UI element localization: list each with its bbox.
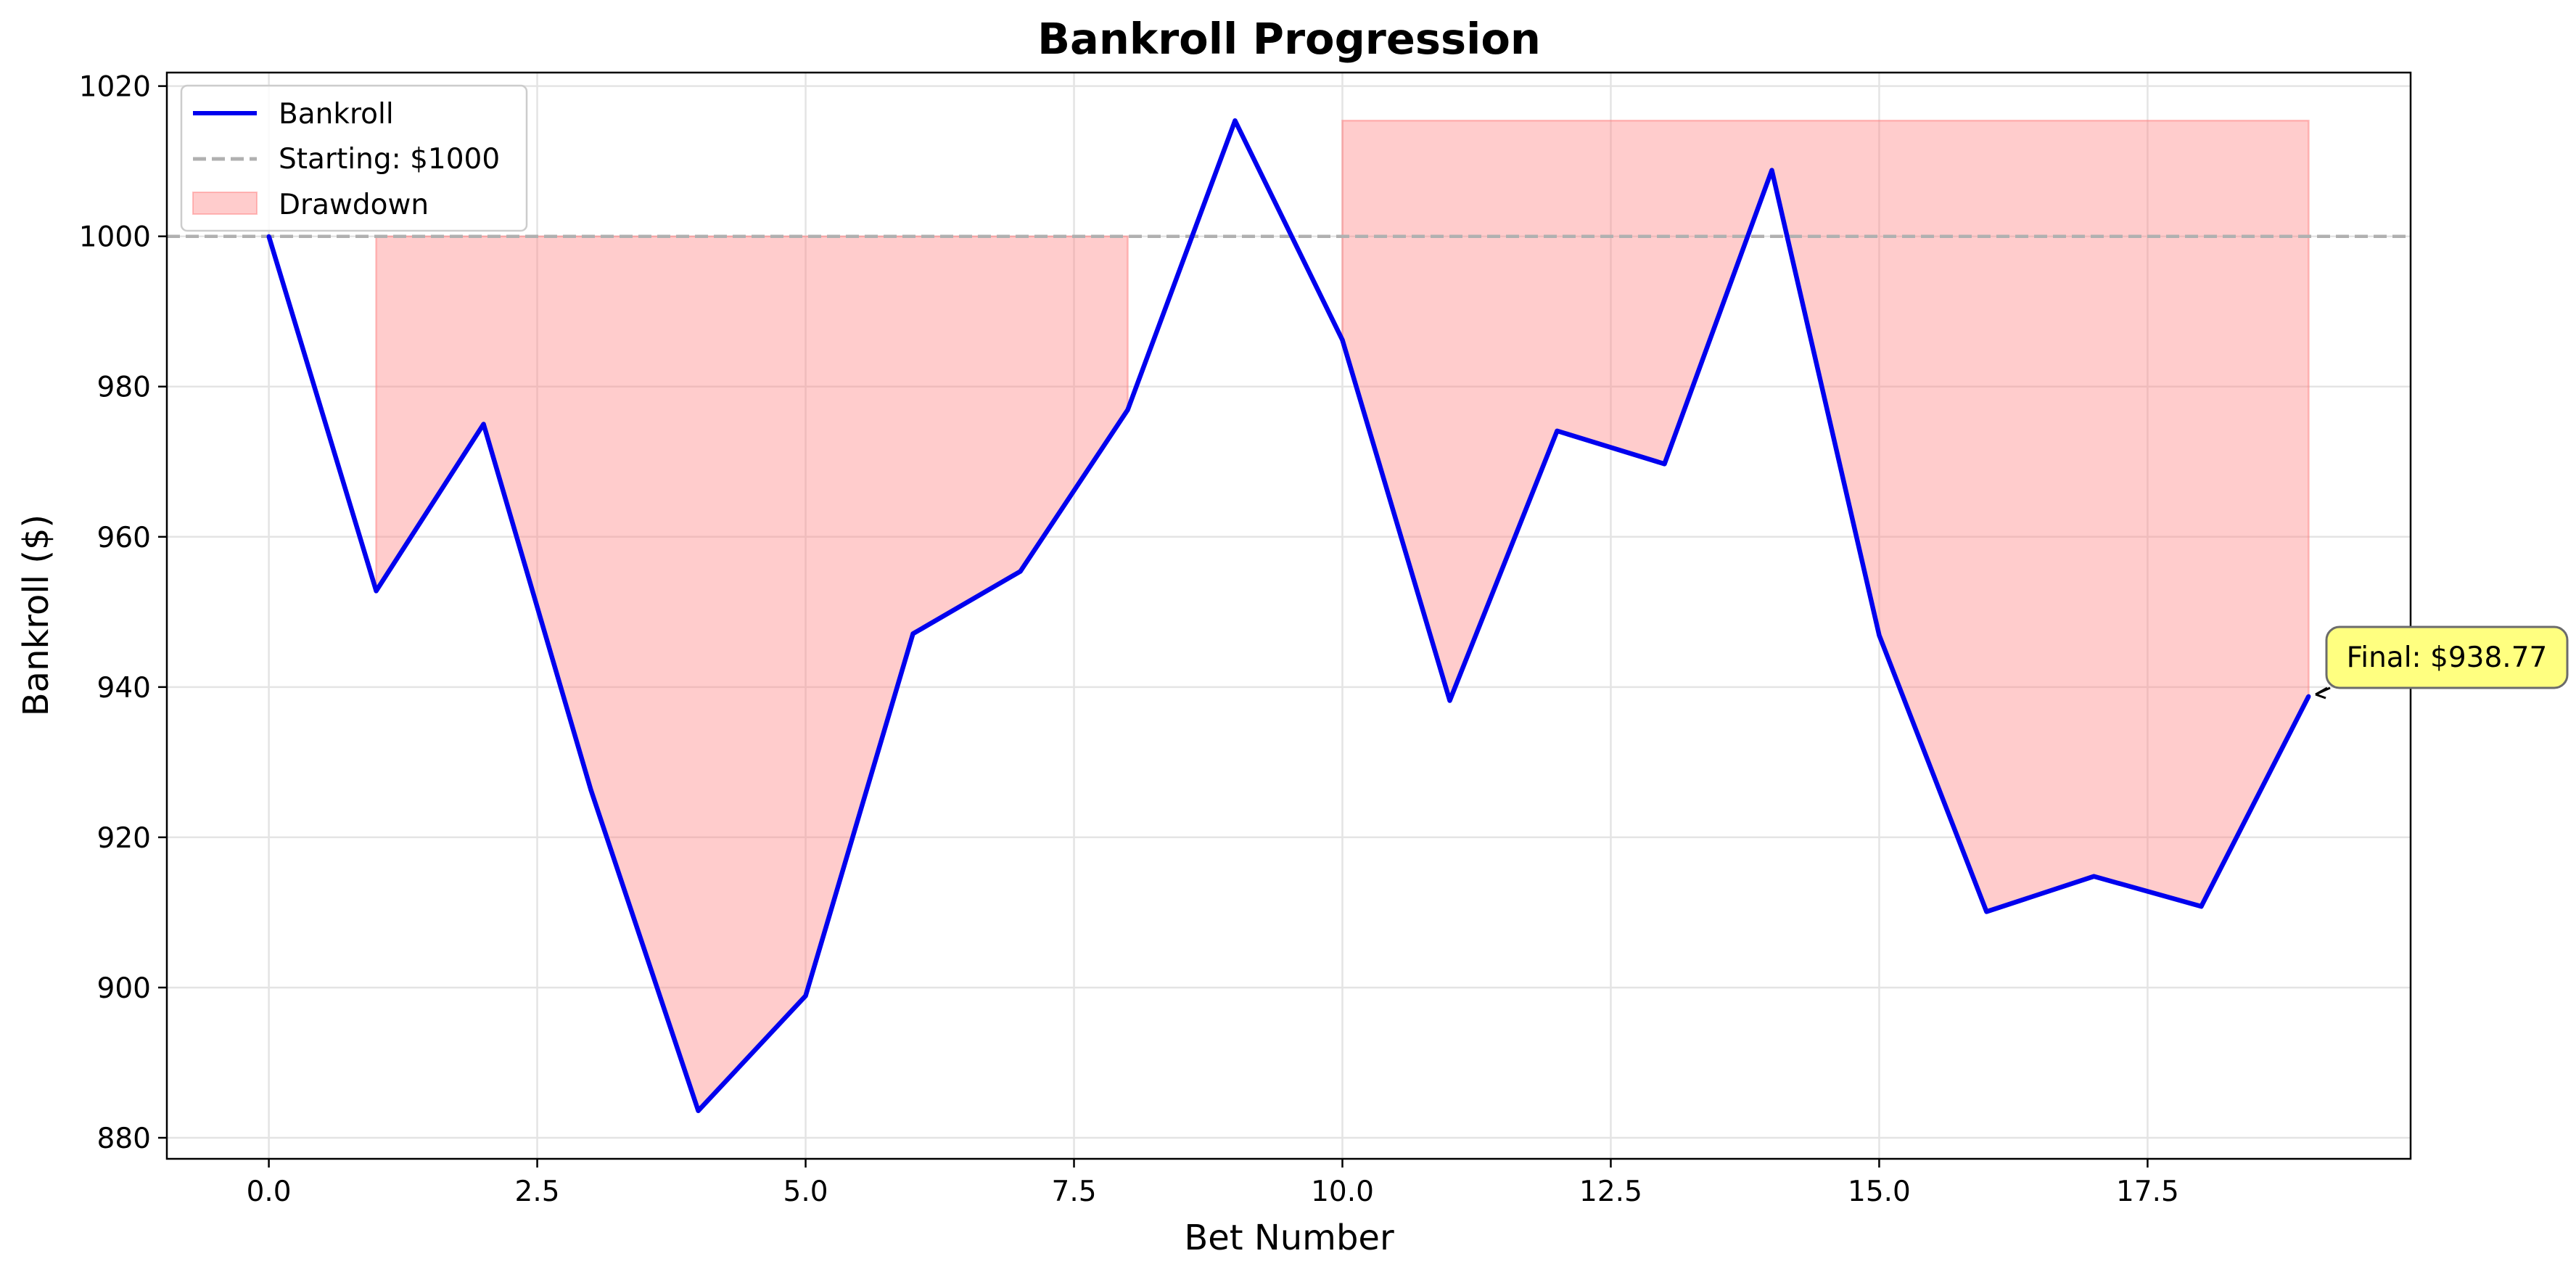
bankroll-point [374, 588, 379, 594]
bankroll-point [1555, 428, 1560, 433]
legend-drawdown-label: Drawdown [279, 189, 429, 221]
bankroll-point [1340, 337, 1345, 342]
bankroll-point [803, 993, 808, 998]
x-axis-label: Bet Number [1184, 1218, 1394, 1258]
y-tick-label: 1020 [79, 71, 151, 104]
bankroll-point [1018, 569, 1023, 574]
bankroll-point [588, 787, 593, 792]
x-tick-label: 5.0 [783, 1176, 828, 1208]
x-tick-label: 10.0 [1311, 1176, 1374, 1208]
final-annotation-box [2325, 625, 2569, 689]
y-tick-label: 940 [97, 672, 151, 705]
bankroll-point [1984, 909, 1989, 914]
legend-bankroll-label: Bankroll [279, 98, 394, 131]
x-axis-ticks: 0.0 2.5 5.0 7.5 10.0 12.5 15.0 17.5 [247, 1159, 2179, 1208]
y-tick-label: 960 [97, 522, 151, 554]
bankroll-point [266, 234, 271, 239]
x-tick-label: 15.0 [1848, 1176, 1911, 1208]
bankroll-point [2091, 874, 2096, 879]
bankroll-point [1233, 118, 1238, 123]
bankroll-point [1662, 461, 1667, 467]
bankroll-line [266, 118, 2311, 1113]
bankroll-point [2199, 904, 2204, 909]
bankroll-point [1877, 633, 1882, 638]
bankroll-point [481, 422, 486, 427]
legend-starting-label: Starting: $1000 [279, 143, 500, 176]
y-tick-label: 900 [97, 972, 151, 1005]
bankroll-series [266, 118, 2311, 1113]
y-axis-label: Bankroll ($) [16, 514, 57, 717]
legend-drawdown-swatch [192, 192, 258, 215]
y-tick-label: 880 [97, 1123, 151, 1155]
x-tick-label: 12.5 [1579, 1176, 1642, 1208]
y-tick-label: 920 [97, 822, 151, 855]
bankroll-point [910, 631, 915, 636]
final-annotation: Final: $938.77 [2315, 625, 2569, 700]
y-tick-label: 1000 [79, 221, 151, 254]
plot-frame [165, 71, 2412, 1160]
chart-title: Bankroll Progression [1037, 14, 1541, 64]
final-annotation-text: Final: $938.77 [2347, 641, 2548, 674]
legend-box [180, 84, 528, 232]
y-axis-ticks: 880 900 920 940 960 980 1000 1020 [79, 71, 167, 1155]
final-annotation-arrow [2315, 686, 2331, 700]
bankroll-point [1447, 698, 1452, 703]
bankroll-point [696, 1108, 701, 1113]
y-tick-label: 980 [97, 372, 151, 404]
legend: Bankroll Starting: $1000 Drawdown [180, 84, 528, 232]
x-tick-label: 0.0 [247, 1176, 292, 1208]
bankroll-point [1125, 407, 1130, 412]
x-tick-label: 2.5 [515, 1176, 560, 1208]
x-tick-label: 7.5 [1052, 1176, 1097, 1208]
x-tick-label: 17.5 [2116, 1176, 2179, 1208]
bankroll-point [2306, 694, 2311, 699]
bankroll-point [1769, 168, 1774, 173]
